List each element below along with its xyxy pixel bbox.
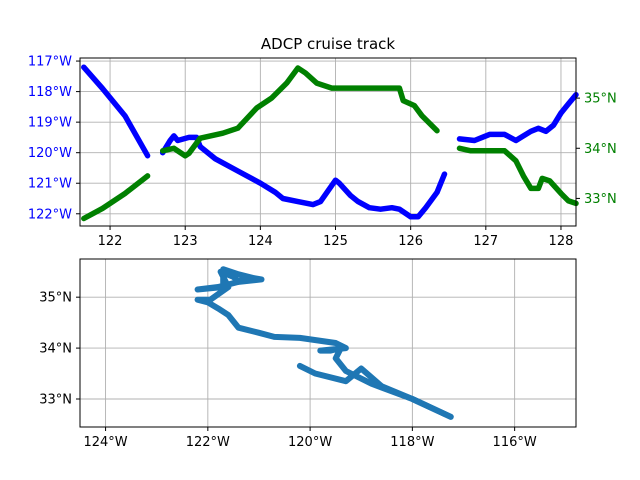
top-chart-frame [79, 57, 577, 227]
cruise-track-line [194, 266, 454, 420]
bottom-y-tick-label: 34°N [39, 342, 72, 357]
longitude-track-segment [81, 64, 151, 159]
top-x-tick-label: 122 [98, 234, 123, 249]
bottom-chart-plot-area [194, 266, 454, 420]
right-y-tick-label: 35°N [584, 92, 617, 107]
left-y-tick-label: 121°W [28, 177, 72, 192]
bottom-y-tick-label: 33°N [39, 393, 72, 408]
chart-title: ADCP cruise track [261, 35, 395, 53]
bottom-x-tick-label: 116°W [493, 435, 537, 450]
longitude-track-segment [456, 91, 579, 144]
top-chart-plot-area [81, 64, 579, 222]
top-x-tick-label: 126 [398, 234, 423, 249]
top-x-tick-label: 123 [173, 234, 198, 249]
top-x-tick-label: 128 [549, 234, 574, 249]
time-track-chart: ADCP cruise track 122 123 124 125 126 127 1281… [28, 35, 617, 249]
left-y-tick-label: 120°W [28, 146, 72, 161]
bottom-chart-axes: 124°W 122°W 120°W 118°W 116°W 33°N 34°N 35°N [39, 258, 577, 450]
top-x-tick-label: 124 [248, 234, 273, 249]
top-x-tick-label: 127 [473, 234, 498, 249]
bottom-x-tick-label: 118°W [390, 435, 434, 450]
bottom-x-tick-label: 124°W [83, 435, 127, 450]
bottom-chart-frame [79, 258, 577, 428]
right-y-tick-label: 34°N [584, 142, 617, 157]
left-y-tick-label: 117°W [28, 55, 72, 70]
bottom-x-tick-label: 120°W [288, 435, 332, 450]
bottom-x-tick-label: 122°W [186, 435, 230, 450]
left-y-tick-label: 119°W [28, 116, 72, 131]
top-x-tick-label: 125 [323, 234, 348, 249]
right-y-tick-label: 33°N [584, 192, 617, 207]
left-y-tick-label: 122°W [28, 207, 72, 222]
latitude-track-segment [456, 145, 579, 207]
left-y-tick-label: 118°W [28, 85, 72, 100]
latitude-track-segment [159, 65, 440, 159]
top-chart-axes: 122 123 124 125 126 127 128 117°W 118°W 119°W 120°… [28, 55, 617, 249]
bottom-y-tick-label: 35°N [39, 291, 72, 306]
longitude-track-segment [159, 133, 448, 220]
map-track-chart: 124°W 122°W 120°W 118°W 116°W 33°N 34°N 35°N [39, 258, 577, 450]
latitude-track-segment [81, 173, 151, 222]
